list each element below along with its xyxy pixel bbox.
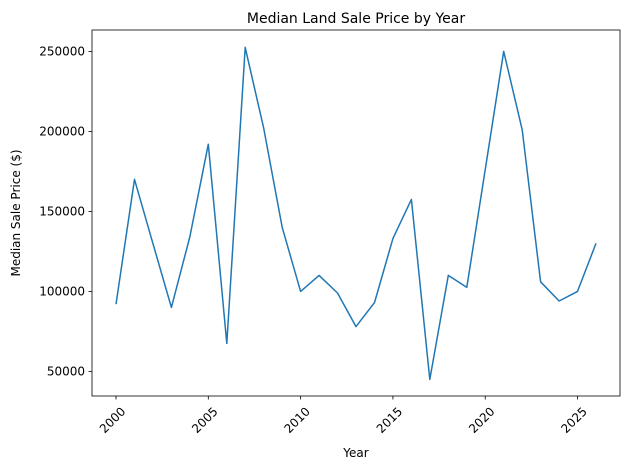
x-tick-label: 2000: [97, 404, 128, 435]
plot-frame: [91, 29, 621, 397]
y-tick-label: 150000: [39, 204, 85, 218]
y-axis-label: Median Sale Price ($): [9, 149, 23, 276]
x-tick-label: 2020: [466, 404, 497, 435]
y-tick-label: 200000: [39, 124, 85, 138]
x-tick-label: 2015: [374, 404, 405, 435]
x-tick-label: 2025: [558, 404, 589, 435]
y-tick-label: 50000: [47, 364, 85, 378]
y-tick-label: 250000: [39, 44, 85, 58]
data-line: [115, 46, 597, 381]
x-tick-label: 2005: [189, 404, 220, 435]
chart-title: Median Land Sale Price by Year: [247, 11, 465, 27]
x-tick-label: 2010: [281, 404, 312, 435]
x-axis-label: Year: [342, 446, 368, 460]
y-tick-label: 100000: [39, 284, 85, 298]
